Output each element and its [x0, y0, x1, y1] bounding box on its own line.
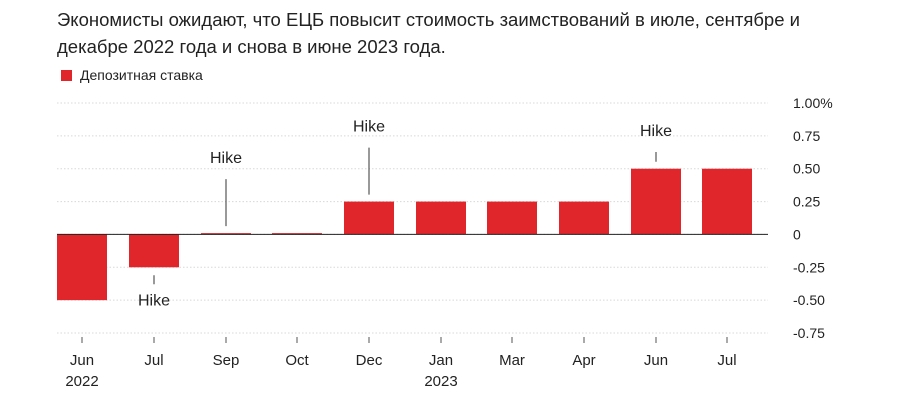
bar: [344, 201, 394, 235]
bar: [416, 201, 466, 235]
x-tick-label: Apr: [572, 352, 595, 369]
x-tick-label: Jul: [717, 352, 736, 369]
y-tick-label: -0.25: [793, 259, 825, 275]
x-tick-label: Jun: [644, 352, 668, 369]
legend-swatch: [61, 69, 72, 81]
bar: [129, 234, 179, 268]
bar: [702, 168, 752, 235]
x-year-label: 2022: [65, 373, 98, 390]
y-tick-label: -0.75: [793, 325, 825, 341]
bar: [631, 168, 681, 235]
chart-title: Экономисты ожидают, что ЕЦБ повысит стои…: [57, 9, 800, 57]
bar: [487, 201, 537, 235]
annotation-label: Hike: [138, 292, 170, 309]
legend: Депозитная ставка: [61, 67, 203, 83]
y-tick-label: 0.50: [793, 161, 820, 177]
y-tick-label: 0: [793, 226, 801, 242]
bar: [272, 233, 322, 235]
y-tick-label: 1.00%: [793, 95, 833, 111]
x-tick-label: Jul: [144, 352, 163, 369]
x-tick-label: Jun: [70, 352, 94, 369]
bar: [201, 233, 251, 235]
x-tick-label: Jan: [429, 352, 453, 369]
x-year-label: 2023: [424, 373, 457, 390]
y-tick-label: -0.50: [793, 292, 825, 308]
annotation-label: Hike: [640, 123, 672, 140]
annotation-label: Hike: [210, 150, 242, 167]
bar: [559, 201, 609, 235]
x-tick-label: Dec: [356, 352, 383, 369]
x-tick-label: Sep: [213, 352, 240, 369]
x-tick-label: Mar: [499, 352, 525, 369]
x-tick-label: Oct: [285, 352, 309, 369]
annotation-label: Hike: [353, 119, 385, 136]
y-tick-label: 0.25: [793, 194, 820, 210]
y-tick-label: 0.75: [793, 128, 820, 144]
bar: [57, 234, 107, 301]
legend-label: Депозитная ставка: [80, 67, 203, 83]
